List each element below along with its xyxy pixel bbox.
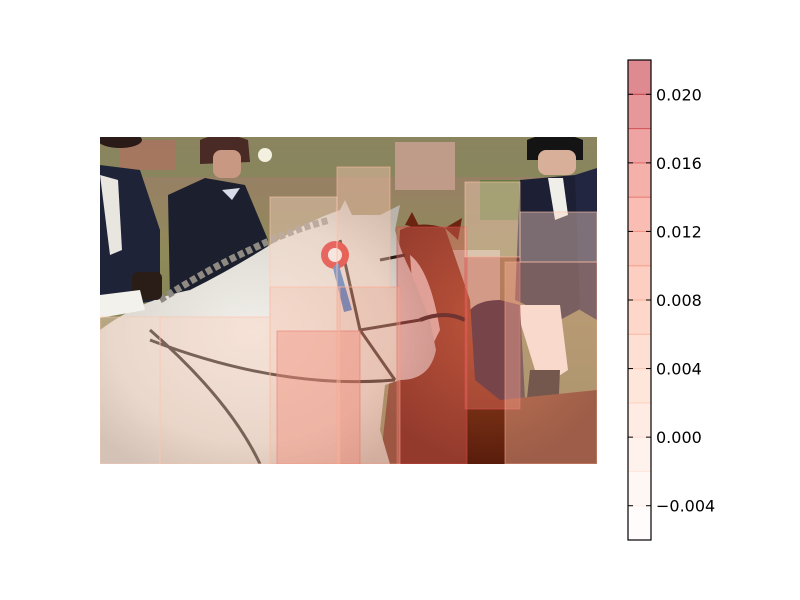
colorbar-tick-label: 0.008	[656, 291, 702, 310]
colorbar-band	[628, 60, 651, 95]
heatmap-region-10	[464, 181, 521, 258]
heatmap-region-6	[336, 166, 391, 288]
heatmap-region-2	[396, 226, 468, 464]
colorbar-tick-label: 0.012	[656, 222, 702, 241]
background-photo	[100, 137, 597, 464]
colorbar-band	[628, 505, 651, 541]
colorbar-ticks: −0.004 0.000 0.004 0.008 0.012 0.016 0.020	[628, 85, 715, 516]
heatmap-region-11	[269, 196, 338, 288]
colorbar-band	[628, 197, 651, 232]
heatmap-overlay	[100, 166, 597, 464]
heatmap-region-5	[269, 286, 341, 464]
colorbar-bands	[628, 60, 651, 541]
colorbar-tick-label: 0.020	[656, 85, 702, 104]
colorbar: −0.004 0.000 0.004 0.008 0.012 0.016 0.020	[627, 59, 715, 541]
heatmap-region-8	[159, 316, 271, 464]
colorbar-band	[628, 162, 651, 198]
colorbar-band	[628, 128, 651, 164]
colorbar-tick-label: 0.000	[656, 428, 702, 447]
colorbar-tick-label: 0.004	[656, 360, 702, 379]
heatmap-region-4	[336, 286, 401, 464]
heatmap-region-9	[100, 316, 161, 464]
heatmap-region-7	[504, 261, 597, 464]
colorbar-band	[628, 368, 651, 404]
heatmap-region-12	[519, 211, 597, 263]
colorbar-tick-label: 0.016	[656, 154, 702, 173]
colorbar-band	[628, 265, 651, 301]
colorbar-band	[628, 437, 651, 472]
colorbar-band	[628, 300, 651, 335]
colorbar-band	[628, 402, 651, 438]
colorbar-band	[628, 471, 651, 507]
heatmap-region-1	[276, 330, 361, 464]
colorbar-tick-label: −0.004	[656, 497, 715, 516]
colorbar-band	[628, 334, 651, 370]
colorbar-band	[628, 94, 651, 130]
colorbar-band	[628, 231, 651, 267]
heatmap-region-3	[464, 256, 521, 410]
